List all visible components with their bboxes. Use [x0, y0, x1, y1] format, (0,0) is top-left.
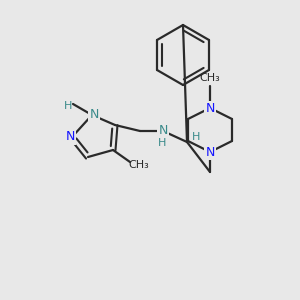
Text: H: H: [64, 101, 72, 111]
Text: N: N: [205, 101, 215, 115]
Text: N: N: [89, 109, 99, 122]
Text: N: N: [158, 124, 168, 137]
Text: CH₃: CH₃: [129, 160, 149, 170]
Text: CH₃: CH₃: [200, 73, 220, 83]
Text: H: H: [158, 138, 166, 148]
Text: N: N: [65, 130, 75, 143]
Text: N: N: [205, 146, 215, 158]
Text: H: H: [192, 132, 200, 142]
